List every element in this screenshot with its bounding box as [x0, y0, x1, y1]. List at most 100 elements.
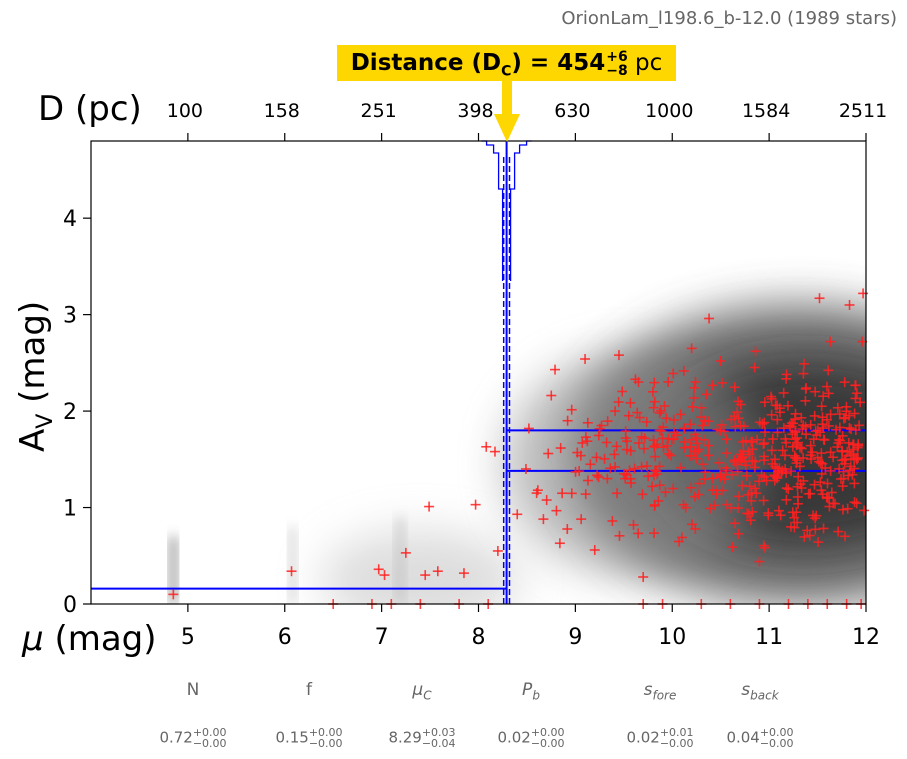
distance-plus: +6: [606, 48, 628, 65]
star-point: [470, 499, 481, 510]
star-point: [740, 456, 751, 467]
top-tick-label: 2511: [839, 100, 887, 122]
star-point: [823, 388, 834, 399]
star-point: [694, 478, 705, 489]
star-point: [780, 450, 791, 461]
star-point: [641, 416, 652, 427]
star-point: [575, 450, 586, 461]
param-value: 8.29 +0.03 −0.04: [388, 726, 456, 750]
param-name: Pb: [522, 680, 540, 703]
star-point: [796, 443, 807, 454]
star-point: [589, 544, 600, 555]
star-point: [580, 353, 591, 364]
star-point: [809, 479, 820, 490]
top-axis: 100 158 251 398 630 1000 1584 2511: [167, 100, 887, 141]
x-tick-label: 6: [278, 625, 292, 650]
star-point: [582, 417, 593, 428]
top-tick-label: 158: [264, 100, 300, 122]
star-point: [781, 467, 792, 478]
star-point: [837, 481, 848, 492]
star-point: [837, 430, 848, 441]
star-point: [605, 463, 616, 474]
star-point: [492, 545, 503, 556]
star-point: [848, 439, 859, 450]
star-point: [663, 433, 674, 444]
star-point: [849, 478, 860, 489]
star-point: [766, 409, 777, 420]
x-tick-label: 11: [755, 625, 783, 650]
star-point: [800, 383, 811, 394]
star-point: [689, 382, 700, 393]
star-point: [662, 440, 673, 451]
star-point: [790, 434, 801, 445]
star-point: [686, 434, 697, 445]
star-point: [703, 450, 714, 461]
star-point: [822, 478, 833, 489]
param-name: N: [186, 680, 200, 700]
star-point: [790, 425, 801, 436]
star-point: [816, 401, 827, 412]
star-point: [625, 445, 636, 456]
star-point: [633, 377, 644, 388]
star-point: [813, 537, 824, 548]
star-point: [832, 441, 843, 452]
star-point: [610, 406, 621, 417]
star-point: [721, 434, 732, 445]
star-point: [687, 401, 698, 412]
star-point: [816, 468, 827, 479]
star-point: [557, 488, 568, 499]
star-point: [778, 387, 789, 398]
param-name-sub: C: [423, 688, 432, 703]
star-point: [783, 484, 794, 495]
star-point: [796, 412, 807, 423]
top-tick-label: 630: [554, 100, 590, 122]
distance-eq: ) = 454: [511, 50, 606, 76]
star-point: [746, 436, 757, 447]
star-point: [810, 524, 821, 535]
star-point: [691, 453, 702, 464]
star-point: [823, 365, 834, 376]
star-point: [659, 400, 670, 411]
star-point: [718, 426, 729, 437]
star-point: [832, 402, 843, 413]
star-point: [654, 425, 665, 436]
star-point: [718, 485, 729, 496]
star-point: [735, 399, 746, 410]
star-point: [663, 448, 674, 459]
star-point: [685, 441, 696, 452]
star-point: [754, 476, 765, 487]
star-point: [481, 441, 492, 452]
star-point: [816, 448, 827, 459]
star-point: [555, 443, 566, 454]
distance-minus: −8: [606, 62, 628, 79]
star-point: [703, 416, 714, 427]
star-point: [843, 437, 854, 448]
star-point: [649, 528, 660, 539]
star-point: [592, 470, 603, 481]
star-point: [810, 386, 821, 397]
star-point: [736, 480, 747, 491]
star-point: [538, 514, 549, 525]
x-tick-label: 5: [181, 625, 195, 650]
star-point: [696, 412, 707, 423]
star-point: [708, 485, 719, 496]
star-point: [808, 434, 819, 445]
star-point: [684, 450, 695, 461]
star-point: [625, 397, 636, 408]
star-point: [543, 448, 554, 459]
star-point: [759, 455, 770, 466]
star-point: [679, 436, 690, 447]
param-value: 0.02 +0.01 −0.00: [626, 726, 694, 750]
star-point: [818, 434, 829, 445]
star-point: [678, 365, 689, 376]
star-point: [810, 426, 821, 437]
star-point: [758, 495, 769, 506]
star-point: [844, 465, 855, 476]
star-point: [675, 409, 686, 420]
star-point: [792, 481, 803, 492]
x-axis-label: μ (mag): [21, 619, 157, 659]
star-point: [793, 498, 804, 509]
star-point: [727, 542, 738, 553]
star-point: [570, 466, 581, 477]
chart-title: OrionLam_l198.6_b-12.0 (1989 stars): [561, 8, 897, 29]
